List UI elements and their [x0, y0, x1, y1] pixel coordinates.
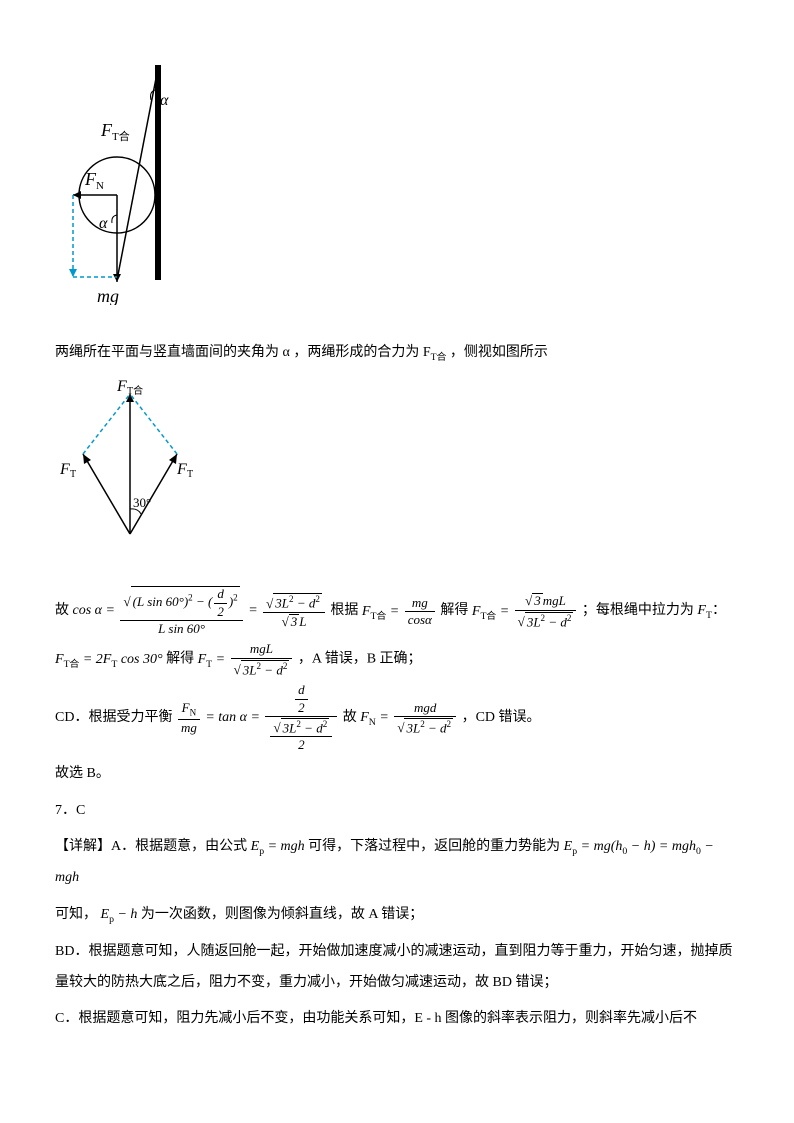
q7-number: 7．C: [55, 796, 739, 827]
svg-text:F: F: [59, 461, 70, 478]
q7-detail-bd: BD．根据题意可知，人随返回舱一起，开始做加速度减小的减速运动，直到阻力等于重力…: [55, 937, 739, 999]
svg-text:T: T: [70, 469, 76, 480]
para-between-figs: 两绳所在平面与竖直墙面间的夹角为 α ，两绳形成的合力为 FT合 ，侧视如图所示: [55, 338, 739, 369]
svg-text:F: F: [116, 379, 127, 395]
q7-detail-a: 【详解】A．根据题意，由公式 Ep = mgh 可得，下落过程中，返回舱的重力势…: [55, 832, 739, 894]
svg-text:N: N: [96, 180, 104, 192]
figure-1: F T合 α F N α mg: [55, 60, 739, 318]
equation-1: 故 cos α = (L sin 60°)2 − (d2)2 L sin 60°…: [55, 586, 739, 636]
equation-2: FT合 = 2FT cos 30° 解得 FT = mgL 3L2 − d2 ，…: [55, 642, 739, 677]
svg-text:α: α: [99, 215, 108, 232]
svg-text:α: α: [160, 92, 169, 109]
svg-text:T合: T合: [127, 384, 143, 397]
figure-2: F T合 F T F T 30°: [55, 379, 739, 567]
svg-text:mg: mg: [97, 286, 119, 305]
q7-detail-a2: 可知， Ep − h 为一次函数，则图像为倾斜直线，故 A 错误；: [55, 900, 739, 931]
svg-text:T合: T合: [112, 129, 130, 143]
svg-text:30°: 30°: [133, 495, 151, 510]
svg-text:T: T: [187, 469, 193, 480]
q7-detail-c: C．根据题意可知，阻力先减小后不变，由功能关系可知，E - h 图像的斜率表示阻…: [55, 1004, 739, 1035]
svg-text:F: F: [176, 461, 187, 478]
para-final-choice: 故选 B。: [55, 759, 739, 790]
equation-3: CD．根据受力平衡 FNmg = tan α = d2 3L2 − d22 故 …: [55, 683, 739, 753]
